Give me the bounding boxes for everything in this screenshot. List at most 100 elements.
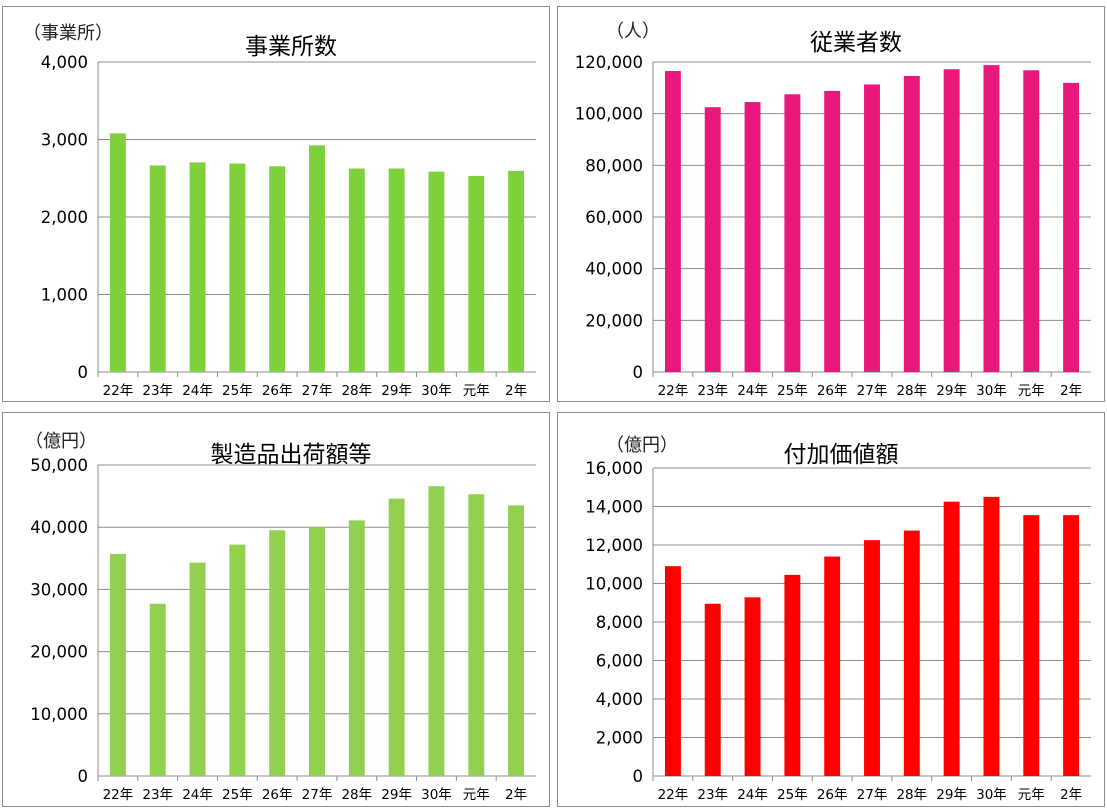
- x-tick-label: 27年: [302, 787, 333, 803]
- y-tick-label: 3,000: [41, 131, 88, 150]
- y-tick-label: 0: [78, 767, 89, 786]
- x-tick-label: 25年: [222, 787, 253, 803]
- bar: [149, 165, 166, 372]
- unit-label: （億円）: [606, 435, 678, 456]
- y-tick-label: 40,000: [30, 518, 88, 537]
- bar: [189, 162, 206, 372]
- bar: [309, 145, 325, 372]
- y-tick-label: 50,000: [30, 456, 88, 475]
- x-tick-label: 元年: [1018, 787, 1045, 803]
- bar: [864, 84, 880, 372]
- chart-panel-shipments: （億円） 製造品出荷額等 0 10,000 20,000 30,000 40,000 50…: [2, 412, 550, 807]
- x-tick-label: 28年: [896, 787, 927, 803]
- bar: [468, 175, 485, 372]
- x-tick-label: 24年: [737, 787, 768, 803]
- bar: [348, 168, 365, 372]
- x-tick-label: 26年: [817, 383, 848, 399]
- x-tick-label: 27年: [857, 787, 888, 803]
- bar: [109, 553, 126, 776]
- x-tick-label: 2年: [505, 787, 527, 803]
- bar: [903, 530, 920, 776]
- bar: [664, 71, 681, 373]
- bar: [348, 520, 365, 776]
- y-tick-label: 16,000: [585, 459, 643, 478]
- x-tick-label: 元年: [463, 787, 490, 803]
- bar: [428, 486, 445, 776]
- x-tick-label: 25年: [222, 383, 253, 399]
- x-tick-label: 2年: [1060, 383, 1082, 399]
- x-tick-label: 元年: [1018, 383, 1045, 399]
- x-tick-label: 元年: [463, 383, 490, 399]
- bar: [744, 597, 761, 776]
- y-tick-label: 30,000: [30, 580, 88, 599]
- y-tick-label: 8,000: [596, 613, 643, 632]
- y-tick-label: 1,000: [41, 286, 88, 305]
- x-tick-label: 30年: [421, 787, 452, 803]
- x-tick-label: 23年: [697, 383, 728, 399]
- bar: [269, 530, 286, 776]
- y-tick-label: 80,000: [585, 156, 643, 175]
- x-tick-label: 22年: [103, 787, 134, 803]
- y-tick-label: 120,000: [575, 53, 643, 72]
- x-tick-label: 22年: [658, 383, 689, 399]
- chart-title: 付加価値額: [783, 442, 899, 468]
- bar: [309, 527, 325, 776]
- y-tick-label: 40,000: [585, 260, 643, 279]
- x-tick-label: 2年: [1060, 787, 1082, 803]
- y-tick-label: 60,000: [585, 208, 643, 227]
- x-tick-label: 26年: [262, 787, 293, 803]
- y-tick-label: 14,000: [585, 498, 643, 517]
- y-tick-label: 2,000: [596, 729, 643, 748]
- bar: [824, 556, 841, 776]
- x-tick-label: 30年: [976, 787, 1007, 803]
- y-tick-label: 20,000: [585, 311, 643, 330]
- bar: [388, 498, 405, 776]
- bar: [903, 75, 920, 372]
- bar: [824, 90, 841, 372]
- y-tick-label: 10,000: [585, 575, 643, 594]
- x-tick-label: 25年: [777, 787, 808, 803]
- x-tick-label: 29年: [936, 383, 967, 399]
- y-tick-label: 4,000: [596, 690, 643, 709]
- x-tick-label: 22年: [103, 383, 134, 399]
- x-tick-label: 29年: [936, 787, 967, 803]
- bar: [704, 603, 721, 776]
- bar: [1063, 515, 1080, 776]
- y-tick-label: 20,000: [30, 643, 88, 662]
- chart-title: 事業所数: [245, 34, 337, 60]
- bar: [864, 540, 880, 776]
- x-tick-label: 24年: [182, 787, 213, 803]
- bar: [388, 168, 405, 372]
- y-tick-label: 0: [78, 363, 89, 382]
- x-tick-label: 23年: [697, 787, 728, 803]
- unit-label: （億円）: [25, 431, 97, 452]
- bar: [983, 65, 1000, 372]
- bar: [109, 133, 126, 372]
- unit-label: （事業所）: [23, 23, 113, 44]
- x-tick-label: 27年: [857, 383, 888, 399]
- bar: [468, 494, 485, 776]
- bar: [704, 107, 721, 372]
- y-tick-label: 2,000: [41, 208, 88, 227]
- bar: [784, 574, 801, 776]
- chart-title: 製造品出荷額等: [210, 442, 372, 468]
- bar: [508, 170, 525, 372]
- bar: [943, 69, 960, 372]
- chart-panel-value-added: （億円） 付加価値額 0 2,000 4,000 6,000 8,000 10,000 12…: [557, 412, 1105, 807]
- bar: [269, 166, 286, 372]
- bar: [744, 102, 761, 373]
- y-tick-label: 4,000: [41, 53, 88, 72]
- bar: [1063, 82, 1080, 373]
- x-tick-label: 30年: [421, 383, 452, 399]
- bar: [784, 94, 801, 373]
- chart-panel-establishments: （事業所） 事業所数 0 1,000 2,000 3,000 4,000 22年 23年 24…: [2, 6, 550, 402]
- x-tick-label: 23年: [142, 787, 173, 803]
- bar: [189, 562, 206, 776]
- y-tick-label: 100,000: [575, 105, 643, 124]
- chart-title: 従業者数: [810, 30, 902, 56]
- x-tick-label: 28年: [341, 383, 372, 399]
- x-tick-label: 26年: [262, 383, 293, 399]
- bar: [428, 171, 445, 372]
- bar: [664, 566, 681, 776]
- bar: [229, 544, 246, 776]
